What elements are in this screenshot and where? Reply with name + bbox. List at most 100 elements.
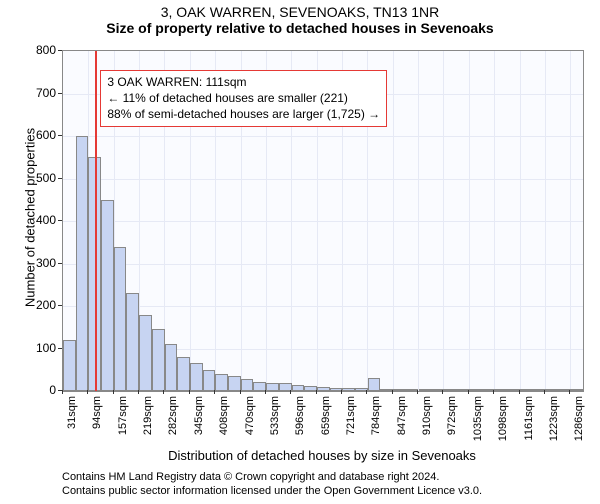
- histogram-bar: [342, 388, 355, 391]
- y-tick-mark: [58, 263, 62, 264]
- histogram-bar: [419, 389, 432, 391]
- grid-v: [494, 51, 495, 391]
- x-tick-mark: [569, 390, 570, 394]
- y-tick-mark: [58, 93, 62, 94]
- x-axis-label: Distribution of detached houses by size …: [62, 448, 582, 463]
- histogram-bar: [76, 136, 89, 391]
- x-tick-label: 972sqm: [446, 396, 458, 435]
- y-tick-label: 500: [0, 171, 56, 185]
- callout-line2: ← 11% of detached houses are smaller (22…: [107, 91, 348, 105]
- x-tick-label: 1286sqm: [573, 396, 585, 441]
- histogram-bar: [520, 389, 533, 391]
- x-tick-mark: [240, 390, 241, 394]
- histogram-bar: [571, 389, 584, 391]
- grid-v: [393, 51, 394, 391]
- histogram-bar: [469, 389, 482, 391]
- x-tick-label: 94sqm: [91, 396, 103, 429]
- histogram-bar: [165, 344, 178, 391]
- y-tick-mark: [58, 50, 62, 51]
- x-tick-mark: [442, 390, 443, 394]
- subject-property-marker: [95, 51, 97, 391]
- histogram-bar: [152, 329, 165, 391]
- grid-v: [418, 51, 419, 391]
- histogram-bar: [495, 389, 508, 391]
- y-tick-mark: [58, 220, 62, 221]
- x-tick-mark: [138, 390, 139, 394]
- callout-line1: 3 OAK WARREN: 111sqm: [107, 75, 246, 89]
- x-tick-mark: [341, 390, 342, 394]
- histogram-bar: [545, 389, 558, 391]
- grid-v: [570, 51, 571, 391]
- x-tick-mark: [214, 390, 215, 394]
- y-tick-mark: [58, 348, 62, 349]
- grid-v: [469, 51, 470, 391]
- y-tick-mark: [58, 135, 62, 136]
- x-tick-label: 345sqm: [193, 396, 205, 435]
- histogram-bar: [139, 315, 152, 392]
- x-tick-label: 157sqm: [117, 396, 129, 435]
- y-tick-label: 300: [0, 256, 56, 270]
- x-tick-label: 1161sqm: [523, 396, 535, 440]
- histogram-bar: [317, 387, 330, 391]
- y-tick-label: 800: [0, 43, 56, 57]
- x-tick-label: 533sqm: [269, 396, 281, 435]
- histogram-bar: [126, 293, 139, 391]
- x-tick-mark: [163, 390, 164, 394]
- x-tick-mark: [265, 390, 266, 394]
- grid-v: [545, 51, 546, 391]
- x-tick-label: 408sqm: [218, 396, 230, 435]
- x-tick-label: 721sqm: [345, 396, 357, 435]
- histogram-bar: [177, 357, 190, 391]
- x-tick-mark: [366, 390, 367, 394]
- x-tick-label: 784sqm: [370, 396, 382, 435]
- histogram-bar: [368, 378, 381, 391]
- histogram-bar: [215, 374, 228, 391]
- y-tick-label: 600: [0, 128, 56, 142]
- histogram-bar: [228, 376, 241, 391]
- x-tick-label: 1098sqm: [497, 396, 509, 441]
- x-tick-mark: [544, 390, 545, 394]
- x-tick-mark: [468, 390, 469, 394]
- x-tick-mark: [290, 390, 291, 394]
- chart-title: Size of property relative to detached ho…: [0, 20, 600, 36]
- histogram-bar: [101, 200, 114, 391]
- x-tick-mark: [519, 390, 520, 394]
- histogram-bar: [266, 383, 279, 392]
- x-tick-label: 1223sqm: [548, 396, 560, 441]
- y-tick-label: 0: [0, 383, 56, 397]
- y-tick-label: 100: [0, 341, 56, 355]
- chart-container: 3, OAK WARREN, SEVENOAKS, TN13 1NR Size …: [0, 4, 600, 504]
- callout-box: 3 OAK WARREN: 111sqm ← 11% of detached ho…: [100, 70, 387, 127]
- y-tick-mark: [58, 305, 62, 306]
- x-tick-mark: [392, 390, 393, 394]
- histogram-bar: [444, 389, 457, 391]
- callout-line3: 88% of semi-detached houses are larger (…: [107, 107, 380, 121]
- x-tick-mark: [87, 390, 88, 394]
- x-tick-label: 31sqm: [66, 396, 78, 429]
- x-tick-label: 847sqm: [396, 396, 408, 435]
- x-tick-label: 282sqm: [167, 396, 179, 435]
- y-tick-label: 700: [0, 86, 56, 100]
- x-tick-mark: [493, 390, 494, 394]
- histogram-bar: [393, 389, 406, 391]
- x-tick-label: 1035sqm: [472, 396, 484, 441]
- x-tick-label: 659sqm: [320, 396, 332, 435]
- x-tick-label: 596sqm: [294, 396, 306, 435]
- y-tick-label: 400: [0, 213, 56, 227]
- x-tick-mark: [113, 390, 114, 394]
- x-tick-mark: [62, 390, 63, 394]
- x-tick-mark: [417, 390, 418, 394]
- grid-h: [63, 221, 583, 222]
- histogram-bar: [203, 370, 216, 391]
- y-tick-label: 200: [0, 298, 56, 312]
- grid-h: [63, 264, 583, 265]
- x-tick-label: 219sqm: [142, 396, 154, 435]
- attribution-line1: Contains HM Land Registry data © Crown c…: [62, 471, 439, 483]
- histogram-bar: [292, 385, 305, 391]
- grid-v: [443, 51, 444, 391]
- x-tick-label: 910sqm: [421, 396, 433, 435]
- histogram-bar: [63, 340, 76, 391]
- address-title: 3, OAK WARREN, SEVENOAKS, TN13 1NR: [0, 4, 600, 20]
- grid-h: [63, 179, 583, 180]
- histogram-bar: [114, 247, 127, 392]
